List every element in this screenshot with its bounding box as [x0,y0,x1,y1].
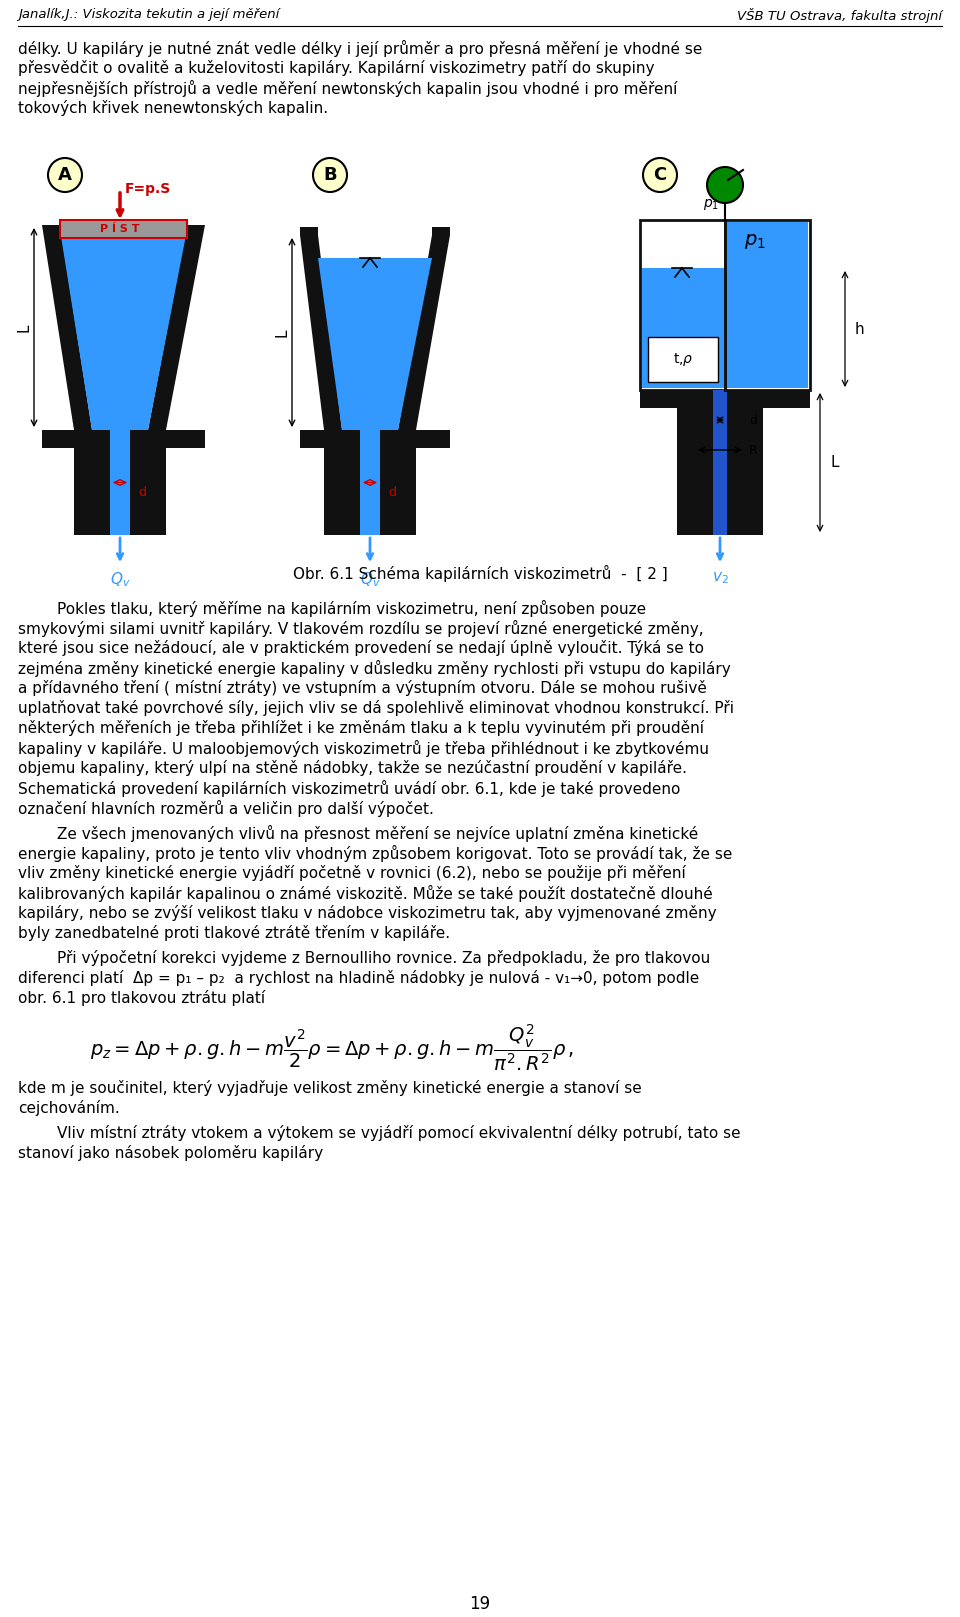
Text: kde m je součinitel, který vyjadřuje velikost změny kinetické energie a stanoví : kde m je součinitel, který vyjadřuje vel… [18,1080,641,1096]
Bar [42,430,74,448]
Text: byly zanedbatelné proti tlakové ztrátě třením v kapiláře.: byly zanedbatelné proti tlakové ztrátě t… [18,925,450,941]
Text: uplatňovat také povrchové síly, jejich vliv se dá spolehlivě eliminovat vhodnou : uplatňovat také povrchové síly, jejich v… [18,700,734,716]
Bar [727,390,763,535]
Text: $Q_v$: $Q_v$ [109,571,131,589]
Circle shape [643,158,677,192]
Text: objemu kapaliny, který ulpí na stěně nádobky, takže se nezúčastní proudění v kap: objemu kapaliny, který ulpí na stěně nád… [18,760,687,776]
Bar [642,222,808,388]
Text: cejchováním.: cejchováním. [18,1100,120,1116]
Text: obr. 6.1 pro tlakovou ztrátu platí: obr. 6.1 pro tlakovou ztrátu platí [18,990,265,1006]
Circle shape [313,158,347,192]
Bar [677,390,713,535]
Text: některých měřeních je třeba přihlížet i ke změnám tlaku a k teplu vyvinutém při : některých měřeních je třeba přihlížet i … [18,720,704,736]
Text: d: d [749,414,757,427]
Text: L: L [16,323,32,331]
Bar [648,336,718,382]
Text: Schematická provedení kapilárních viskozimetrů uvádí obr. 6.1, kde je také prove: Schematická provedení kapilárních viskoz… [18,779,681,797]
Bar [300,430,324,448]
Polygon shape [60,230,187,430]
Text: L: L [275,328,290,336]
Text: diferenci platí  Δp = p₁ – p₂  a rychlost na hladině nádobky je nulová - v₁→0, p: diferenci platí Δp = p₁ – p₂ a rychlost … [18,970,699,986]
Text: R: R [749,443,757,456]
Text: B: B [324,167,337,184]
Text: Janalík,J.: Viskozita tekutin a její měření: Janalík,J.: Viskozita tekutin a její měř… [18,8,279,21]
Text: $p_1$: $p_1$ [703,197,719,212]
Text: stanoví jako násobek poloměru kapiláry: stanoví jako násobek poloměru kapiláry [18,1145,324,1161]
Bar [130,430,166,535]
Text: $p_1$: $p_1$ [744,231,766,251]
Text: energie kapaliny, proto je tento vliv vhodným způsobem korigovat. Toto se provád: energie kapaliny, proto je tento vliv vh… [18,846,732,862]
Text: d: d [138,487,146,500]
Text: VŠB TU Ostrava, fakulta strojní: VŠB TU Ostrava, fakulta strojní [737,8,942,23]
Text: $p_z = \Delta p + \rho.g.h - m\dfrac{v^2}{2}\rho = \Delta p + \rho.g.h - m\dfrac: $p_z = \Delta p + \rho.g.h - m\dfrac{v^2… [90,1022,574,1074]
Text: $v_2$: $v_2$ [711,571,729,585]
Text: P Í S T: P Í S T [100,225,140,234]
Polygon shape [300,234,342,430]
Text: které jsou sice nežádoucí, ale v praktickém provedení se nedají úplně vyloučit. : které jsou sice nežádoucí, ale v praktic… [18,640,704,657]
Text: Při výpočetní korekci vyjdeme z Bernoulliho rovnice. Za předpokladu, že pro tlak: Při výpočetní korekci vyjdeme z Bernoull… [18,951,710,965]
Text: t,$\rho$: t,$\rho$ [673,351,693,369]
Bar [360,430,380,535]
Text: A: A [58,167,72,184]
Text: délky. U kapiláry je nutné znát vedle délky i její průměr a pro přesná měření je: délky. U kapiláry je nutné znát vedle dé… [18,40,703,57]
Text: 19: 19 [469,1594,491,1614]
Text: smykovými silami uvnitř kapiláry. V tlakovém rozdílu se projeví různé energetick: smykovými silami uvnitř kapiláry. V tlak… [18,619,704,637]
Text: Vliv místní ztráty vtokem a výtokem se vyjádří pomocí ekvivalentní délky potrubí: Vliv místní ztráty vtokem a výtokem se v… [18,1125,740,1142]
Text: kapaliny v kapiláře. U maloobjemových viskozimetrů je třeba přihlédnout i ke zby: kapaliny v kapiláře. U maloobjemových vi… [18,741,709,757]
Text: vliv změny kinetické energie vyjádří početně v rovnici (6.2), nebo se použije př: vliv změny kinetické energie vyjádří poč… [18,865,685,881]
Bar [416,430,450,448]
Text: L: L [830,454,838,471]
Text: h: h [855,322,865,336]
Bar [640,220,810,390]
Text: Pokles tlaku, který měříme na kapilárním viskozimetru, není způsoben pouze: Pokles tlaku, který měříme na kapilárním… [18,600,646,618]
Text: přesvědčit o ovalitě a kuželovitosti kapiláry. Kapilární viskozimetry patří do s: přesvědčit o ovalitě a kuželovitosti kap… [18,60,655,76]
Bar [763,390,810,407]
Bar [642,222,724,268]
Bar [432,226,450,234]
Bar [60,220,187,238]
Text: F=p.S: F=p.S [125,183,171,196]
Text: Ze všech jmenovaných vlivů na přesnost měření se nejvíce uplatní změna kinetické: Ze všech jmenovaných vlivů na přesnost m… [18,825,698,842]
Bar [166,430,205,448]
Bar [300,226,318,234]
Text: kapiláry, nebo se zvýší velikost tlaku v nádobce viskozimetru tak, aby vyjmenova: kapiláry, nebo se zvýší velikost tlaku v… [18,906,716,922]
Bar [324,430,360,535]
Bar [380,430,416,535]
Text: C: C [654,167,666,184]
Bar [713,390,727,535]
Text: a přídavného tření ( místní ztráty) ve vstupním a výstupním otvoru. Dále se moho: a přídavného tření ( místní ztráty) ve v… [18,681,707,695]
Text: zejména změny kinetické energie kapaliny v důsledku změny rychlosti při vstupu d: zejména změny kinetické energie kapaliny… [18,660,731,678]
Polygon shape [148,225,205,430]
Polygon shape [318,259,432,430]
Polygon shape [398,234,450,430]
Text: kalibrovaných kapilár kapalinou o známé viskozitě. Může se také použít dostatečn: kalibrovaných kapilár kapalinou o známé … [18,884,712,902]
Bar [640,390,677,407]
Ellipse shape [707,167,743,204]
Circle shape [48,158,82,192]
Text: $Q_v$: $Q_v$ [360,571,380,589]
Text: označení hlavních rozměrů a veličin pro další výpočet.: označení hlavních rozměrů a veličin pro … [18,800,434,817]
Bar [74,430,110,535]
Text: nejpřesnějších přístrojů a vedle měření newtonských kapalin jsou vhodné i pro mě: nejpřesnějších přístrojů a vedle měření … [18,79,678,97]
Text: Obr. 6.1 Schéma kapilárních viskozimetrů  -  [ 2 ]: Obr. 6.1 Schéma kapilárních viskozimetrů… [293,564,667,582]
Bar [110,430,130,535]
Polygon shape [42,225,92,430]
Text: tokových křivek nenewtonských kapalin.: tokových křivek nenewtonských kapalin. [18,100,328,116]
Text: d: d [388,487,396,500]
